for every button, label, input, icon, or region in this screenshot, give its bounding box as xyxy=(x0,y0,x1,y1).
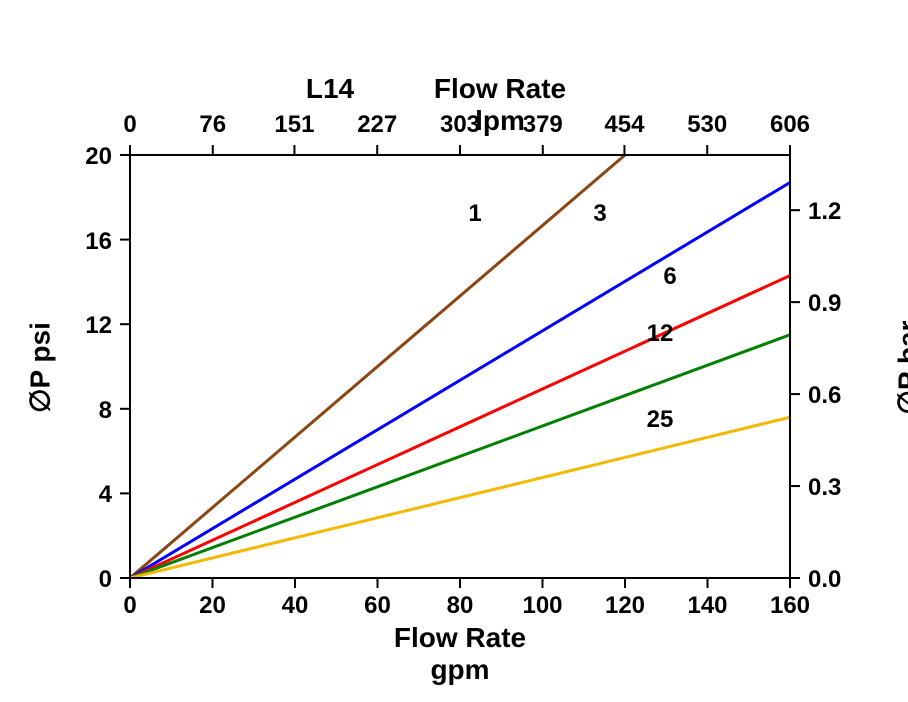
x-bottom-title: Flow Rate gpm xyxy=(380,622,540,686)
y-right-tick: 0.3 xyxy=(808,474,841,502)
series-label-25: 25 xyxy=(580,406,740,434)
series-label-6: 6 xyxy=(590,263,750,291)
y-left-tick: 4 xyxy=(0,481,112,509)
y-right-tick: 0.9 xyxy=(808,290,841,318)
y-left-tick: 20 xyxy=(0,143,112,171)
y-left-tick: 16 xyxy=(0,228,112,256)
y-left-tick: 0 xyxy=(0,566,112,594)
x-bottom-tick: 160 xyxy=(710,592,870,620)
x-top-tick: 606 xyxy=(710,111,870,139)
y-right-tick: 0.0 xyxy=(808,566,841,594)
y-right-title: ∅P bar xyxy=(892,307,908,427)
y-right-tick: 1.2 xyxy=(808,198,841,226)
chart-model-label: L14 xyxy=(250,73,410,105)
y-right-tick: 0.6 xyxy=(808,382,841,410)
series-label-12: 12 xyxy=(580,320,740,348)
x-top-title: Flow Rate lpm xyxy=(420,73,580,137)
series-label-3: 3 xyxy=(520,200,680,228)
y-left-title: ∅P psi xyxy=(24,307,57,427)
